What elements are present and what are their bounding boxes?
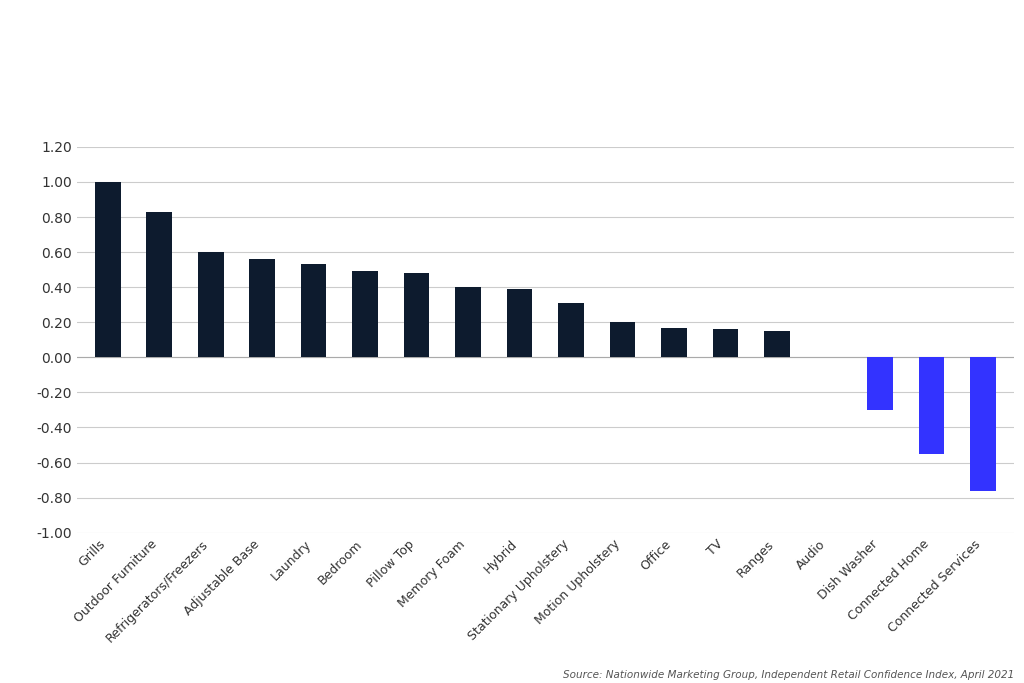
Bar [764,331,790,357]
Bar [301,264,327,357]
Text: group: group [162,97,218,116]
Bar [507,289,532,357]
Bar [662,328,687,357]
Bar [95,182,121,357]
Bar [970,357,995,490]
Bar [867,357,893,410]
Bar [713,329,738,357]
Bar [456,287,481,357]
Bar [146,212,172,357]
Bar [249,259,275,357]
Bar [352,271,378,357]
Text: marketing: marketing [162,64,260,83]
Text: nationwide: nationwide [162,29,268,48]
Text: Source: Nationwide Marketing Group, Independent Retail Confidence Index, April 2: Source: Nationwide Marketing Group, Inde… [562,669,1014,680]
Bar [403,273,429,357]
Bar [609,322,635,357]
Bar [198,252,223,357]
Text: April 2021: April 2021 [820,89,1014,122]
Text: Products - April vs. Lifetime: Products - April vs. Lifetime [488,33,1014,66]
Bar [919,357,944,454]
Bar [558,303,584,357]
